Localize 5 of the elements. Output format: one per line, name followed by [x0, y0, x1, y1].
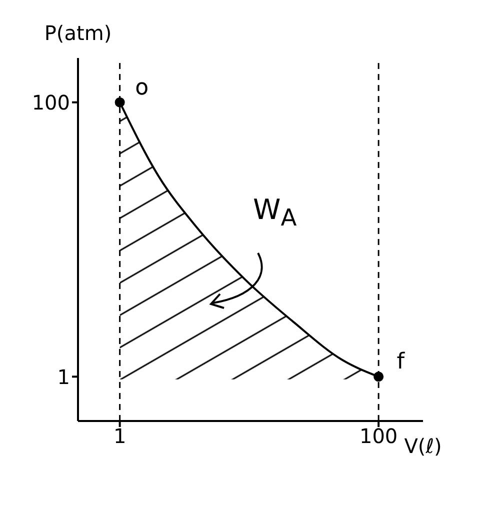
- annotation: o: [135, 75, 149, 100]
- annotation: f: [396, 350, 406, 375]
- y-axis-title: P(atm): [44, 21, 112, 45]
- annotation: W$_{A}$: [253, 193, 297, 232]
- x-axis-title: V(ℓ): [404, 434, 442, 458]
